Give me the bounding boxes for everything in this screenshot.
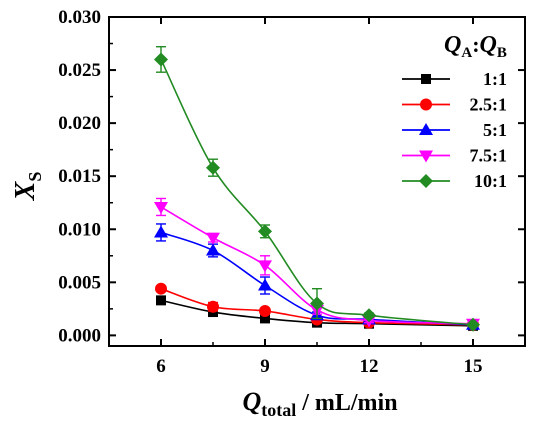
y-axis-title-sub: S xyxy=(25,172,45,182)
legend-marker xyxy=(419,174,433,188)
data-point xyxy=(206,160,220,175)
legend-entry: 5:1 xyxy=(402,120,507,140)
legend-marker xyxy=(420,98,432,111)
y-tick-label: 0.025 xyxy=(58,60,101,81)
legend-entry: 1:1 xyxy=(402,69,507,89)
y-tick-label: 0.000 xyxy=(58,325,101,346)
data-point xyxy=(206,232,220,245)
data-point xyxy=(206,243,220,256)
data-point xyxy=(310,296,324,311)
data-point xyxy=(154,225,168,238)
legend-marker xyxy=(419,150,433,163)
y-tick-label: 0.015 xyxy=(58,166,101,187)
legend-marker xyxy=(419,123,433,135)
data-point xyxy=(207,300,219,313)
data-point xyxy=(260,313,270,324)
legend: 1:1 2.5:1 5:1 7.5:1 10:1 xyxy=(402,69,507,191)
series-4 xyxy=(154,46,480,332)
legend-marker xyxy=(421,74,431,84)
legend-title: QA:QB xyxy=(444,32,507,61)
legend-entry: 2.5:1 xyxy=(402,95,507,115)
legend-title-sep: : xyxy=(472,32,479,57)
legend-label: 2.5:1 xyxy=(470,95,508,115)
legend-label: 1:1 xyxy=(483,69,507,89)
series-layer xyxy=(154,46,480,332)
x-axis-title-main: Q xyxy=(242,387,261,416)
y-tick-label: 0.030 xyxy=(58,7,101,28)
legend-title-b: Q xyxy=(480,32,497,58)
data-point xyxy=(466,317,480,332)
y-tick-label: 0.010 xyxy=(58,219,101,240)
data-point xyxy=(154,52,168,67)
x-tick-label: 9 xyxy=(260,356,270,377)
data-point xyxy=(258,260,272,273)
x-axis-title-sub: total xyxy=(261,400,296,420)
data-point xyxy=(362,308,376,323)
y-axis-title-main: X xyxy=(10,180,41,201)
y-tick-label: 0.005 xyxy=(58,272,101,293)
y-tick-label: 0.020 xyxy=(58,113,101,134)
legend-label: 7.5:1 xyxy=(470,146,508,166)
legend-label: 5:1 xyxy=(483,120,507,140)
x-tick-label: 15 xyxy=(464,356,483,377)
legend-label: 10:1 xyxy=(474,171,507,191)
data-point xyxy=(258,224,272,239)
x-axis-title: Qtotal / mL/min xyxy=(242,387,397,420)
data-point xyxy=(258,278,272,291)
legend-entry: 10:1 xyxy=(402,171,507,191)
legend-title-b-sub: B xyxy=(497,45,507,61)
legend-title-a-sub: A xyxy=(461,45,472,61)
x-axis-title-suffix: / mL/min xyxy=(296,390,397,416)
y-axis-title: XS xyxy=(10,172,45,202)
x-tick-label: 6 xyxy=(156,356,166,377)
data-point xyxy=(155,282,167,295)
x-tick-label: 12 xyxy=(360,356,379,377)
data-point xyxy=(154,201,168,214)
data-point xyxy=(259,304,271,317)
legend-entry: 7.5:1 xyxy=(402,146,507,166)
data-point xyxy=(156,295,166,306)
legend-title-a: Q xyxy=(444,32,461,58)
series-line xyxy=(160,59,474,326)
axes-layer: 0.000 0.005 0.010 0.015 0.020 0.025 0.030 6 9 12 1… xyxy=(58,7,526,377)
